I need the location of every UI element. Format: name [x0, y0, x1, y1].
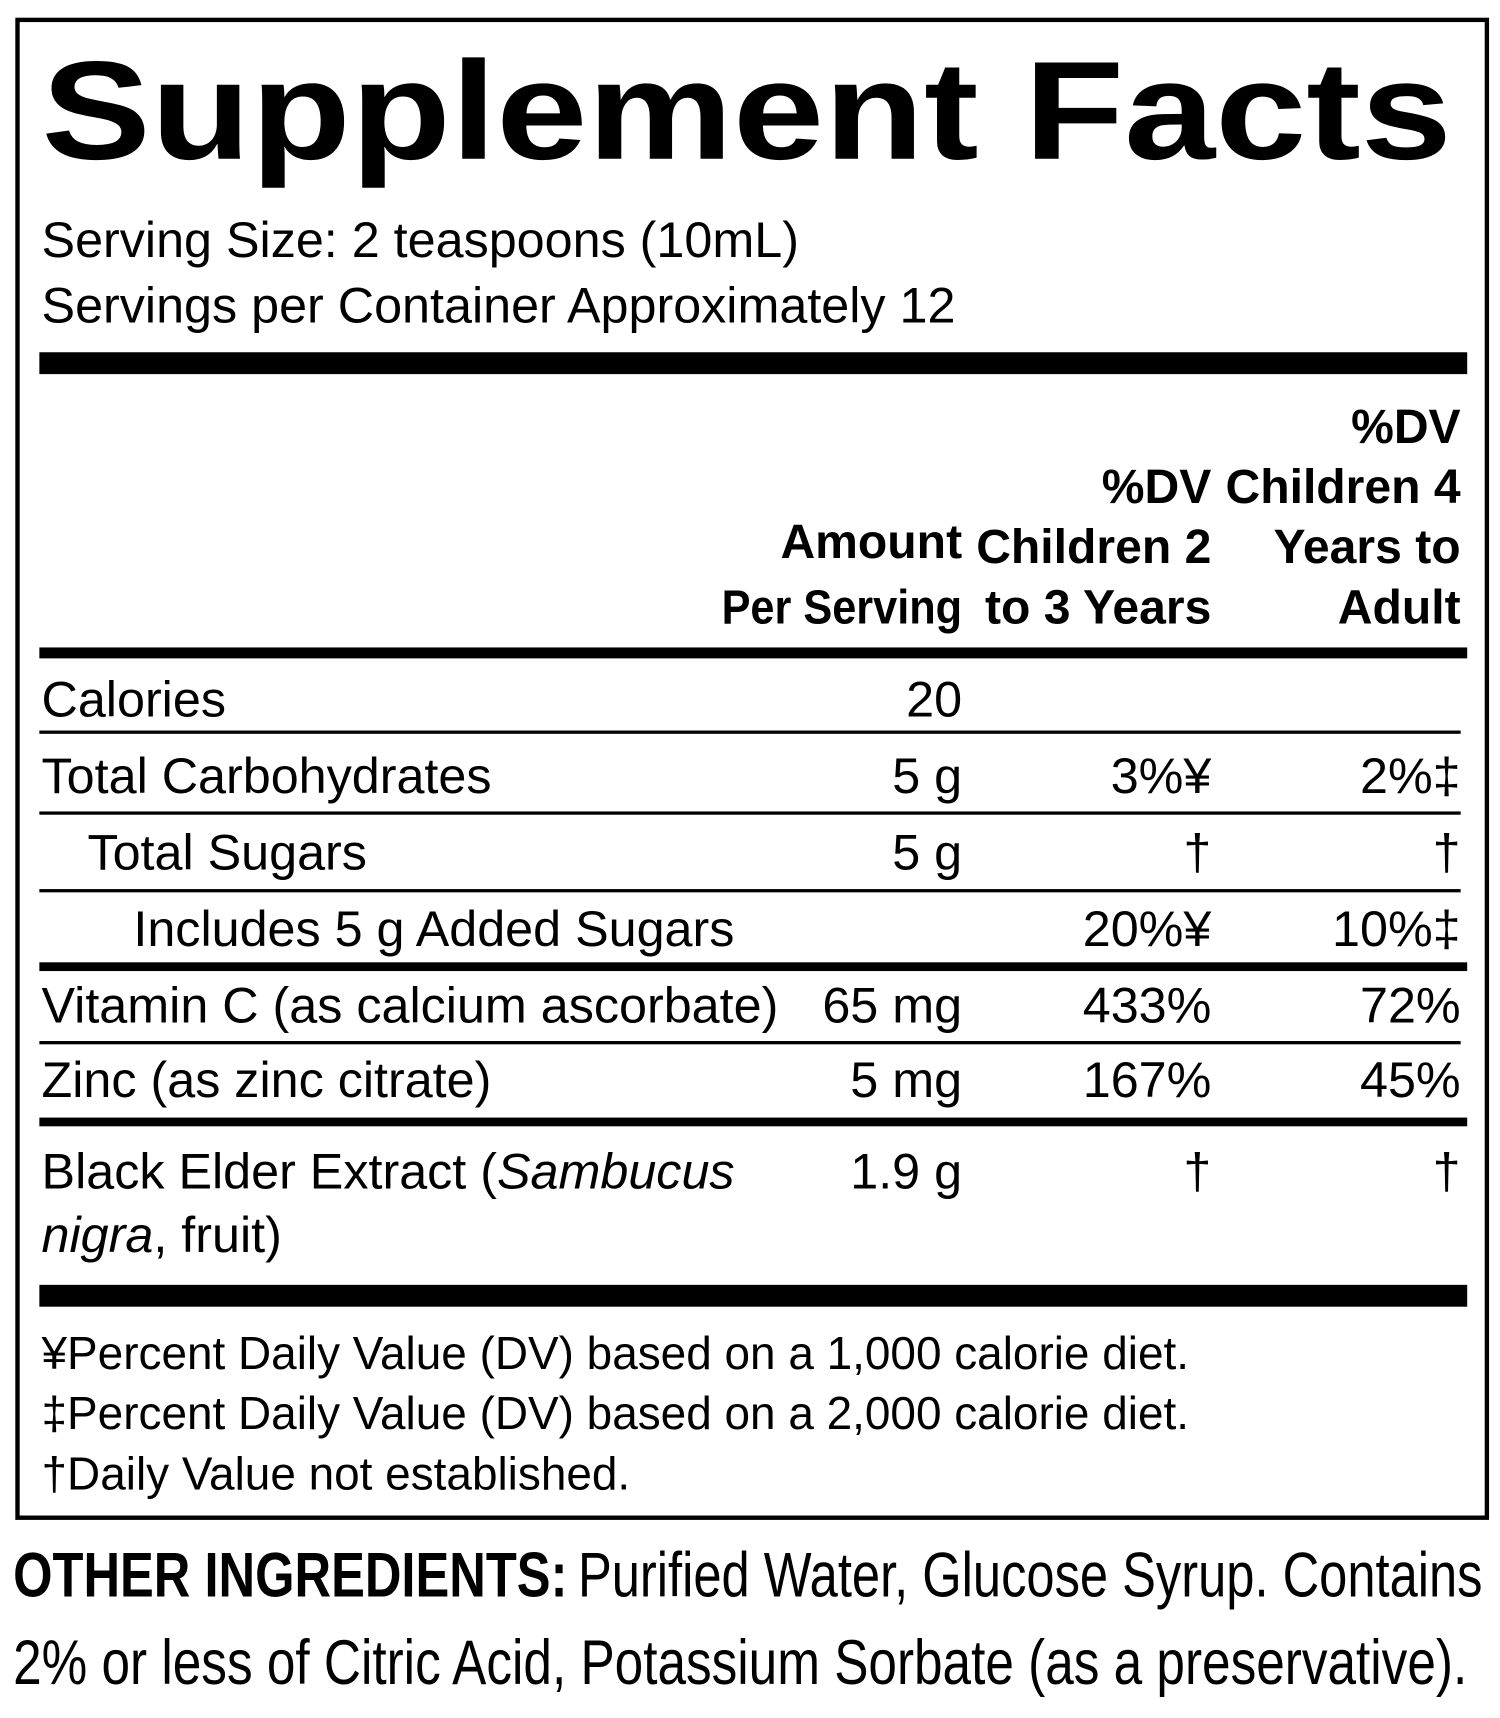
thick-bar — [39, 352, 1468, 375]
dv-children-4-adult: 2%‡ — [1360, 747, 1461, 804]
dv-children-2-3: 3%¥ — [1111, 747, 1213, 804]
other-ingredients: 2% or less of Citric Acid, Potassium Sor… — [13, 1628, 1467, 1698]
column-header: %DV — [1102, 460, 1212, 514]
column-header: Adult — [1338, 580, 1461, 634]
name-part: , fruit) — [153, 1206, 282, 1263]
column-header: to 3 Years — [985, 580, 1211, 634]
amount: 5 mg — [850, 1051, 962, 1108]
row-separator — [39, 889, 1461, 893]
column-header: Amount — [780, 515, 962, 569]
name-part-italic: nigra — [42, 1206, 154, 1263]
nutrient-name: Black Elder Extract (Sambucus — [42, 1143, 735, 1200]
label-border — [15, 17, 1490, 1520]
column-header: %DV — [1351, 400, 1461, 454]
nutrient-name: Total Carbohydrates — [42, 747, 492, 804]
dv-children-2-3: 433% — [1083, 976, 1212, 1033]
dv-children-2-3: 167% — [1083, 1051, 1212, 1108]
row-separator — [39, 1117, 1468, 1127]
serving-size: Serving Size: 2 teaspoons (10mL) — [42, 211, 799, 268]
nutrient-name: Calories — [42, 670, 226, 727]
nutrient-name: nigra, fruit) — [42, 1206, 282, 1263]
column-header: Per Serving — [722, 580, 963, 634]
column-header: Years to — [1274, 520, 1461, 574]
row-separator — [39, 962, 1468, 972]
header-bar — [39, 647, 1468, 659]
dv-children-4-adult: 10%‡ — [1332, 900, 1461, 957]
ingredients-text: Purified Water, Glucose Syrup. Contains — [578, 1540, 1483, 1610]
row-separator — [39, 730, 1461, 734]
amount: 20 — [906, 670, 962, 727]
dv-children-2-3: † — [1183, 1143, 1211, 1200]
column-header: Children 2 — [976, 520, 1211, 574]
thick-bar — [39, 1284, 1468, 1307]
servings-per-container: Servings per Container Approximately 12 — [42, 277, 956, 334]
name-part-italic: Sambucus — [497, 1143, 735, 1200]
dv-children-2-3: † — [1183, 823, 1211, 880]
column-header: Children 4 — [1225, 460, 1460, 514]
name-part: Black Elder Extract ( — [42, 1143, 498, 1200]
dv-children-4-adult: 72% — [1360, 976, 1461, 1033]
amount: 5 g — [892, 823, 962, 880]
row-separator — [39, 1041, 1461, 1045]
dv-children-2-3: 20%¥ — [1083, 900, 1213, 957]
nutrient-name: Vitamin C (as calcium ascorbate) — [42, 976, 779, 1033]
title: Supplement Facts — [42, 32, 1452, 189]
amount: 65 mg — [822, 976, 962, 1033]
amount: 5 g — [892, 747, 962, 804]
dv-children-4-adult: 45% — [1360, 1051, 1461, 1108]
dv-children-4-adult: † — [1433, 1143, 1461, 1200]
dv-children-4-adult: † — [1433, 823, 1461, 880]
footnote: ‡Percent Daily Value (DV) based on a 2,0… — [42, 1387, 1189, 1439]
ingredients-label: OTHER INGREDIENTS: — [13, 1540, 567, 1610]
row-separator — [39, 811, 1461, 815]
nutrient-name: Total Sugars — [87, 823, 366, 880]
footnote: †Daily Value not established. — [42, 1447, 631, 1499]
other-ingredients: OTHER INGREDIENTS:Purified Water, Glucos… — [13, 1540, 1482, 1610]
amount: 1.9 g — [850, 1143, 962, 1200]
footnote: ¥Percent Daily Value (DV) based on a 1,0… — [41, 1327, 1189, 1379]
nutrient-name: Includes 5 g Added Sugars — [133, 900, 734, 957]
nutrient-name: Zinc (as zinc citrate) — [42, 1051, 492, 1108]
